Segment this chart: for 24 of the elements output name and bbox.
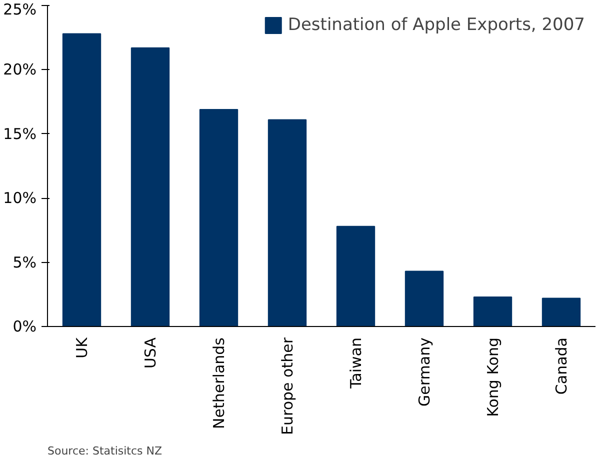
legend-label: Destination of Apple Exports, 2007 (288, 15, 585, 35)
x-tick-label: USA (141, 336, 160, 369)
y-tick-label: 0% (12, 318, 36, 336)
y-tick-label: 5% (12, 253, 36, 272)
x-tick-label: Netherlands (210, 337, 228, 429)
bar (199, 109, 238, 326)
bar (130, 47, 170, 326)
y-tick-label: 10% (3, 189, 37, 208)
y-tick-label: 20% (3, 60, 37, 79)
x-tick-label: Taiwan (346, 337, 365, 390)
source-note: Source: Statisitcs NZ (48, 444, 162, 458)
x-tick-label: Europe other (278, 336, 296, 435)
bar (542, 298, 581, 326)
bar (473, 296, 512, 326)
x-tick-label: Germany (415, 337, 434, 406)
bar (62, 33, 102, 326)
y-tick-label: 15% (3, 124, 37, 143)
y-tick-label: 25% (3, 0, 37, 18)
x-tick-label: UK (72, 336, 91, 358)
x-tick-label: Kong Kong (484, 338, 502, 417)
bar (268, 119, 307, 326)
x-tick-label: Canada (552, 338, 570, 395)
bar (336, 226, 376, 326)
bar (404, 270, 444, 326)
